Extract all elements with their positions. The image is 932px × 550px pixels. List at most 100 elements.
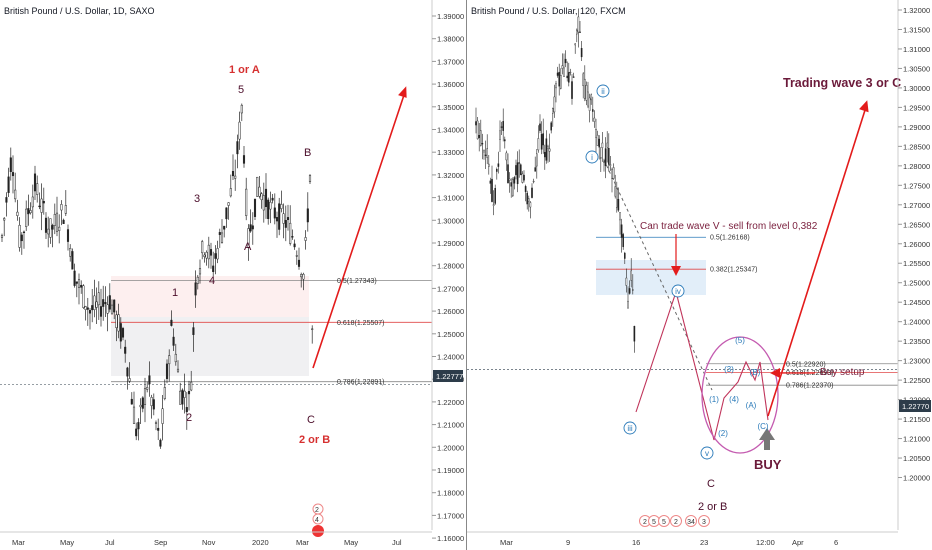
candle-body [3,218,6,221]
candle-body [476,120,479,140]
buy-setup-label: Buy setup [820,367,865,378]
candle-body [569,71,572,74]
x-tick-label: 12:00 [756,538,775,547]
y-tick-label: 1.37000 [437,57,464,66]
candle-body [524,186,527,192]
fib-level-label: 0.786(1.22370) [786,383,833,390]
candle-body [585,85,588,101]
y-tick-label: 1.25000 [437,330,464,339]
wave-label-c-right: C [707,478,715,490]
candle-body [80,284,83,288]
right-price-badge [899,400,931,412]
candle-body [31,196,34,208]
candle-body [194,282,197,296]
candle-body [532,180,535,183]
candle-body [496,169,498,172]
candle-body [71,251,74,270]
candle-body [520,164,522,175]
wave-label-2: 2 [186,412,192,424]
sub-wave-label: ii [601,87,605,96]
candle-body [483,150,485,153]
candle-body [196,276,199,284]
candle-body [539,123,541,131]
candle-body [295,255,298,257]
candle-body [161,408,164,424]
candle-body [584,78,586,99]
fib-level-label: 0.786(1.22891) [337,379,384,386]
right-chart-panel[interactable]: British Pound / U.S. Dollar, 120, FXCM 0… [467,0,931,547]
candle-body [576,29,578,35]
candle-body [516,162,519,185]
y-tick-label: 1.19000 [437,466,464,475]
candle-body [555,83,557,89]
left-event-badges[interactable]: 2 4 [312,503,324,537]
left-projection-arrow [312,91,406,369]
left-chart-panel[interactable]: British Pound / U.S. Dollar, 1D, SAXO 0.… [0,0,464,547]
event-flag-icon[interactable] [312,525,324,537]
candle-body [280,204,283,209]
candle-body [488,163,490,167]
candle-body [5,197,8,203]
candle-body [148,375,151,385]
candle-body [95,301,98,308]
right-price-badge-text: 1.22770 [902,402,929,411]
candle-body [286,217,290,221]
x-tick-label: Mar [12,538,25,547]
y-tick-label: 1.32000 [437,171,464,180]
event-badge[interactable] [658,515,670,527]
y-tick-label: 1.20000 [437,443,464,452]
candle-body [300,274,303,278]
y-tick-label: 1.39000 [437,12,464,21]
right-forecast-path [635,290,769,441]
left-candles [0,103,314,449]
candle-body [590,94,592,101]
right-event-badges[interactable]: 2 5 5 2 34 3 [639,515,710,527]
candle-body [64,205,67,214]
candle-body [545,138,548,161]
candle-body [553,96,556,113]
buy-setup-pointer-head [770,368,780,378]
event-badge[interactable] [670,515,682,527]
candle-body [560,75,562,89]
candle-body [293,243,296,248]
candle-body [289,222,292,244]
x-tick-label: 2020 [252,538,269,547]
candle-body [14,189,17,200]
trading-wave-label: Trading wave 3 or C [783,76,901,90]
left-time-axis[interactable]: Mar May Jul Sep Nov 2020 Mar May Jul [12,538,402,547]
candle-body [238,121,241,140]
left-price-axis[interactable]: 1.39000 1.38000 1.37000 1.36000 1.35000 1.340… [432,12,464,543]
y-tick-label: 1.25500 [903,259,930,268]
y-tick-label: 1.22500 [903,376,930,385]
candle-body [604,148,607,166]
left-chart-title: British Pound / U.S. Dollar, 1D, SAXO [4,6,155,16]
candle-body [240,104,243,114]
candle-body [22,231,26,233]
sub-wave-label: (B) [750,368,761,377]
candle-body [484,154,487,156]
candle-body [622,234,624,248]
event-badge[interactable] [312,513,324,525]
event-badge[interactable] [685,515,697,527]
sub-wave-label: v [705,449,709,458]
y-tick-label: 1.24000 [437,353,464,362]
candle-body [260,193,263,201]
right-time-axis[interactable]: Mar 9 16 23 12:00 Apr 6 [500,538,838,547]
candle-body [489,180,492,184]
candle-body [119,323,122,342]
candle-body [577,16,580,33]
candle-body [93,295,96,310]
x-tick-label: 23 [700,538,708,547]
candle-body [612,167,615,179]
candle-body [198,268,202,275]
x-tick-label: Jul [105,538,115,547]
y-tick-label: 1.27000 [903,201,930,210]
candle-body [494,188,497,204]
candle-body [627,300,629,309]
x-tick-label: 9 [566,538,570,547]
candle-body [247,228,250,249]
candle-body [216,248,219,260]
candle-body [69,248,72,257]
event-badge[interactable] [698,515,710,527]
